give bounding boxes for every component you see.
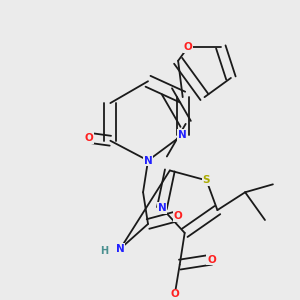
Text: N: N	[144, 155, 152, 166]
Text: O: O	[84, 133, 93, 143]
Text: O: O	[184, 42, 193, 52]
Text: N: N	[178, 130, 187, 140]
Text: O: O	[173, 211, 182, 221]
Text: O: O	[170, 289, 179, 299]
Text: O: O	[207, 255, 216, 265]
Text: N: N	[158, 203, 166, 213]
Text: S: S	[203, 176, 210, 185]
Text: N: N	[116, 244, 124, 254]
Text: H: H	[100, 246, 109, 256]
